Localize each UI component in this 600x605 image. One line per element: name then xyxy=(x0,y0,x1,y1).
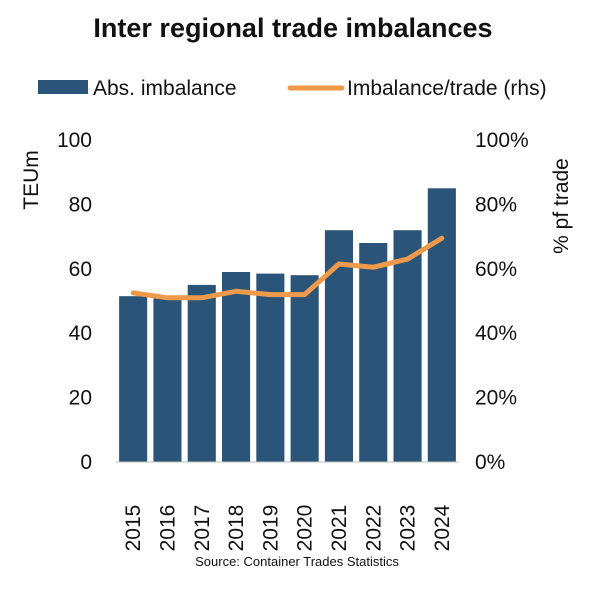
y2-tick-label: 40% xyxy=(475,322,517,345)
y2-tick-label: 20% xyxy=(475,387,517,410)
chart-title: Inter regional trade imbalances xyxy=(93,13,492,43)
bar-2023 xyxy=(393,230,422,462)
x-tick-label: 2016 xyxy=(156,505,179,552)
y-tick-label: 60 xyxy=(69,258,92,281)
y-tick-label: 0 xyxy=(80,451,92,474)
x-axis-ticks: 2015 2016 2017 2018 2019 2020 2021 2022 2023 2024 xyxy=(122,504,454,551)
y2-tick-label: 60% xyxy=(475,258,517,281)
bar-2019 xyxy=(256,273,285,462)
bar-2024 xyxy=(427,188,456,463)
x-tick-label: 2021 xyxy=(328,505,351,552)
bar-2020 xyxy=(290,275,319,462)
source-note: Source: Container Trades Statistics xyxy=(195,554,399,569)
y-tick-label: 100 xyxy=(57,129,92,152)
x-tick-label: 2024 xyxy=(431,504,454,551)
x-tick-label: 2019 xyxy=(259,505,282,552)
bar-2017 xyxy=(187,284,216,462)
x-tick-label: 2020 xyxy=(294,505,317,552)
y2-axis-title: % pf trade xyxy=(550,158,573,254)
legend-swatch-abs-imbalance xyxy=(38,80,88,94)
bar-2016 xyxy=(153,296,182,462)
right-axis-ticks: 0% 20% 40% 60% 80% 100% xyxy=(475,129,529,474)
bar-2022 xyxy=(359,243,388,462)
legend-label-imbalance-trade: Imbalance/trade (rhs) xyxy=(347,77,547,100)
left-axis-ticks: 0 20 40 60 80 100 xyxy=(57,129,92,474)
bar-series xyxy=(119,188,456,463)
x-tick-label: 2017 xyxy=(191,505,214,552)
x-tick-label: 2018 xyxy=(225,505,248,552)
y2-tick-label: 0% xyxy=(475,451,505,474)
y2-tick-label: 100% xyxy=(475,129,529,152)
y-axis-title: TEUm xyxy=(20,150,43,210)
bar-2021 xyxy=(324,230,353,462)
legend-label-abs-imbalance: Abs. imbalance xyxy=(93,77,237,100)
x-tick-label: 2023 xyxy=(397,505,420,552)
y-tick-label: 80 xyxy=(69,193,92,216)
imbalance-trade-line xyxy=(130,235,445,301)
y2-tick-label: 80% xyxy=(475,193,517,216)
legend: Abs. imbalance Imbalance/trade (rhs) xyxy=(38,77,547,100)
bar-2018 xyxy=(222,272,251,462)
x-tick-label: 2022 xyxy=(362,505,385,552)
x-tick-label: 2015 xyxy=(122,505,145,552)
bar-2015 xyxy=(119,296,148,462)
y-tick-label: 40 xyxy=(69,322,92,345)
y-tick-label: 20 xyxy=(69,387,92,410)
